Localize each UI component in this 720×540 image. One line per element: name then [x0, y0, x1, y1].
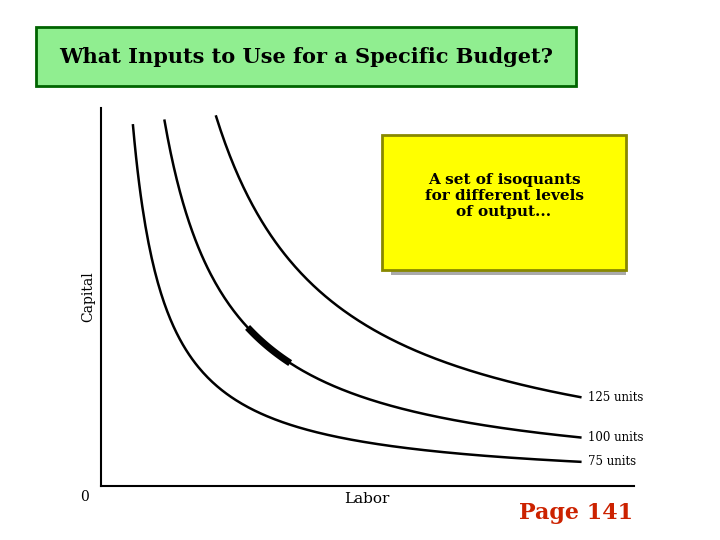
X-axis label: Labor: Labor: [344, 491, 390, 505]
FancyBboxPatch shape: [382, 135, 626, 270]
FancyBboxPatch shape: [36, 27, 576, 86]
Text: What Inputs to Use for a Specific Budget?: What Inputs to Use for a Specific Budget…: [59, 46, 553, 67]
Text: 125 units: 125 units: [588, 390, 644, 403]
Text: Page 141: Page 141: [519, 502, 634, 524]
Text: A set of isoquants
for different levels
of output...: A set of isoquants for different levels …: [425, 173, 583, 219]
FancyBboxPatch shape: [392, 146, 626, 275]
Text: 0: 0: [81, 490, 89, 504]
Y-axis label: Capital: Capital: [81, 272, 95, 322]
Text: 100 units: 100 units: [588, 431, 644, 444]
Text: 75 units: 75 units: [588, 455, 636, 468]
